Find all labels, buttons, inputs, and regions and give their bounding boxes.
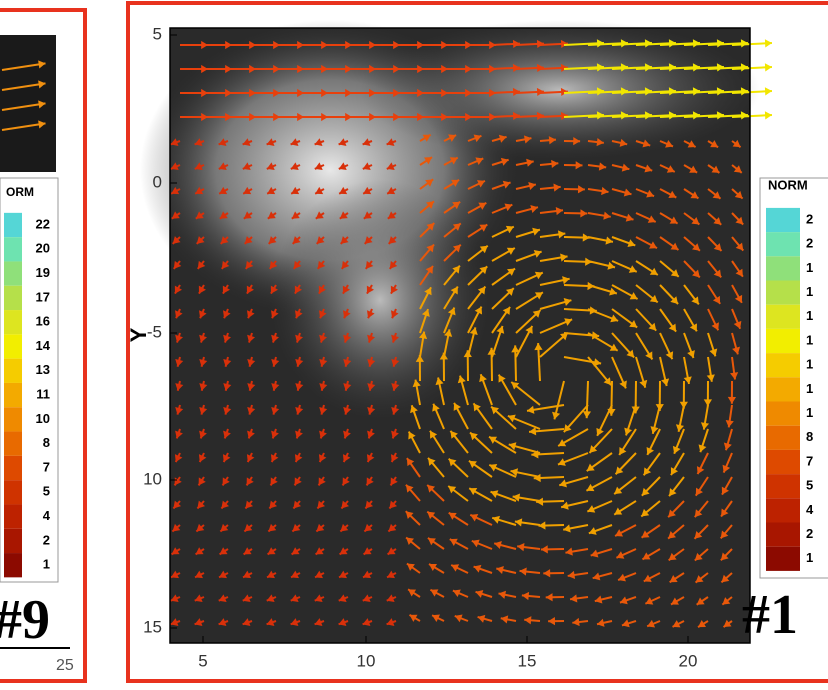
legend-title: ORM [6, 185, 34, 199]
color-swatch [766, 305, 800, 329]
color-swatch [4, 359, 22, 383]
color-swatch [766, 353, 800, 377]
legend-label: 5 [43, 484, 50, 499]
legend-label: 10 [36, 411, 50, 426]
color-swatch [766, 547, 800, 571]
y-axis-label: Y [126, 327, 151, 342]
legend-label: 1 [806, 405, 813, 420]
color-swatch [766, 256, 800, 280]
legend-label: 1 [806, 550, 813, 565]
legend-title: NORM [768, 177, 808, 192]
legend-label: 1 [806, 308, 813, 323]
color-swatch [4, 504, 22, 528]
legend-label: 20 [36, 241, 50, 256]
color-swatch [766, 377, 800, 401]
panel-label: #9 [0, 589, 50, 651]
color-swatch [766, 281, 800, 305]
x-tick-label: 15 [518, 651, 537, 670]
legend-label: 1 [806, 284, 813, 299]
legend-label: 8 [806, 429, 813, 444]
legend-label: 1 [806, 381, 813, 396]
color-swatch [4, 480, 22, 504]
color-swatch [766, 523, 800, 547]
panel-label: #1 [742, 584, 798, 646]
legend-label: 1 [806, 332, 813, 347]
color-swatch [766, 232, 800, 256]
legend-label: 8 [43, 435, 50, 450]
legend-label: 1 [43, 557, 50, 572]
x-tick-label: 5 [198, 651, 207, 670]
legend-label: 2 [43, 532, 50, 547]
color-swatch [766, 474, 800, 498]
bright-region [270, 180, 490, 420]
legend-label: 2 [806, 526, 813, 541]
legend-label: 22 [36, 216, 50, 231]
legend-label: 13 [36, 362, 50, 377]
color-swatch [4, 334, 22, 358]
legend-label: 17 [36, 289, 50, 304]
color-swatch [766, 208, 800, 232]
legend-label: 4 [806, 502, 814, 517]
legend-label: 14 [36, 338, 51, 353]
legend-label: 1 [806, 357, 813, 372]
y-tick-label: 0 [153, 172, 162, 191]
legend-label: 16 [36, 314, 50, 329]
legend-label: 2 [806, 236, 813, 251]
legend-label: 1 [806, 260, 813, 275]
color-swatch [4, 310, 22, 334]
color-swatch [4, 261, 22, 285]
y-tick-label: 15 [143, 617, 162, 636]
color-swatch [766, 498, 800, 522]
y-tick-label: 10 [143, 469, 162, 488]
color-swatch [766, 450, 800, 474]
x-tick-label: 10 [357, 651, 376, 670]
color-swatch [4, 213, 22, 237]
color-swatch [4, 432, 22, 456]
x-tick-label: 25 [56, 657, 74, 674]
color-swatch [4, 553, 22, 577]
color-swatch [4, 529, 22, 553]
color-swatch [4, 286, 22, 310]
field-image [0, 35, 56, 172]
y-tick-label: 5 [153, 24, 162, 43]
legend-label: 5 [806, 478, 813, 493]
color-swatch [766, 426, 800, 450]
color-swatch [766, 329, 800, 353]
color-swatch [4, 456, 22, 480]
color-swatch [4, 407, 22, 431]
color-swatch [4, 237, 22, 261]
legend-label: 2 [806, 211, 813, 226]
color-swatch [766, 402, 800, 426]
color-swatch [4, 383, 22, 407]
legend-label: 7 [43, 459, 50, 474]
legend-label: 4 [43, 508, 51, 523]
legend-label: 7 [806, 453, 813, 468]
legend-label: 11 [36, 387, 50, 402]
x-tick-label: 20 [679, 651, 698, 670]
legend-label: 19 [36, 265, 50, 280]
bright-region [360, 20, 760, 160]
